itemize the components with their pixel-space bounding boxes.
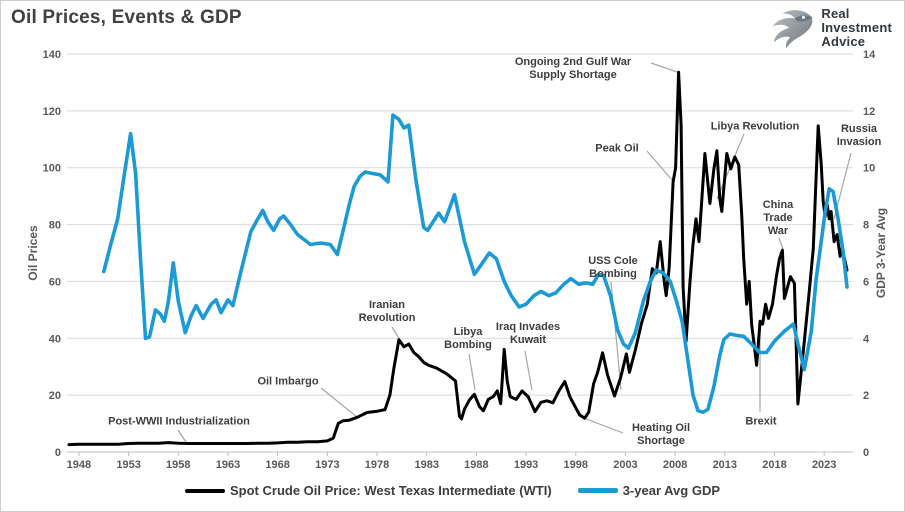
left-axis-tick-label: 120 — [43, 106, 61, 118]
real-investment-advice-logo: Real Investment Advice — [769, 6, 892, 50]
left-axis-title: Oil Prices — [26, 225, 40, 281]
right-axis-title: GDP 3-Year Avg — [874, 208, 888, 298]
x-axis-tick-label: 2018 — [762, 459, 786, 471]
legend-label-gdp: 3-year Avg GDP — [622, 483, 720, 498]
oil-line-swatch — [185, 488, 225, 493]
x-axis-tick-label: 1998 — [564, 459, 588, 471]
left-axis-tick-label: 60 — [49, 276, 61, 288]
x-axis-tick-label: 1988 — [464, 459, 488, 471]
right-axis-tick-label: 4 — [863, 333, 870, 345]
left-axis-tick-label: 80 — [49, 220, 61, 232]
right-axis-tick-label: 8 — [863, 220, 869, 232]
gdp-line-swatch — [577, 488, 618, 493]
right-axis-tick-label: 0 — [863, 447, 869, 459]
x-axis-tick-label: 1948 — [67, 459, 91, 471]
x-axis-tick-label: 2023 — [812, 459, 836, 471]
x-axis-tick-label: 1963 — [216, 459, 240, 471]
x-axis-tick-label: 1993 — [514, 459, 538, 471]
x-axis-tick-label: 1958 — [166, 459, 190, 471]
legend-item-oil: Spot Crude Oil Price: West Texas Interme… — [185, 483, 552, 498]
x-axis-tick-label: 1968 — [265, 459, 289, 471]
oil-price-line — [67, 70, 849, 447]
gdp-line — [102, 113, 849, 415]
annotation-leader — [320, 387, 358, 418]
x-axis-tick-label: 2008 — [663, 459, 687, 471]
x-axis-tick-label: 2003 — [613, 459, 637, 471]
x-axis-tick-label: 1978 — [365, 459, 389, 471]
left-axis-tick-label: 100 — [43, 163, 61, 175]
right-axis-tick-label: 2 — [863, 390, 869, 402]
left-axis-tick-label: 20 — [49, 390, 61, 402]
annotation-leader — [580, 416, 624, 434]
right-axis-tick-label: 6 — [863, 276, 869, 288]
logo-line-2: Investment — [821, 20, 892, 36]
page-title: Oil Prices, Events & GDP — [11, 7, 242, 28]
annotation-leader — [778, 237, 784, 250]
logo-line-1: Real — [821, 6, 850, 21]
annotation-leader — [468, 353, 476, 391]
left-axis-tick-label: 40 — [49, 333, 61, 345]
legend-item-gdp: 3-year Avg GDP — [577, 483, 720, 498]
left-axis-tick-label: 140 — [43, 49, 61, 61]
x-axis-tick-label: 1973 — [315, 459, 339, 471]
annotation-leader — [391, 326, 401, 341]
chart-legend: Spot Crude Oil Price: West Texas Interme… — [1, 483, 904, 498]
x-axis-tick-label: 1953 — [116, 459, 140, 471]
logo-wordmark: Real Investment Advice — [821, 6, 892, 50]
right-axis-tick-label: 10 — [863, 163, 875, 175]
eagle-icon — [773, 10, 813, 49]
x-axis-tick-label: 2013 — [713, 459, 737, 471]
annotation-leader — [524, 350, 533, 391]
right-axis-tick-label: 14 — [863, 49, 876, 61]
legend-label-oil: Spot Crude Oil Price: West Texas Interme… — [230, 483, 552, 498]
annotation-leader — [646, 150, 673, 181]
x-axis-tick-label: 1983 — [414, 459, 438, 471]
left-axis-tick-label: 0 — [55, 447, 61, 459]
annotation-leader — [650, 62, 678, 73]
logo-line-3: Advice — [821, 34, 866, 50]
right-axis-tick-label: 12 — [863, 106, 875, 118]
